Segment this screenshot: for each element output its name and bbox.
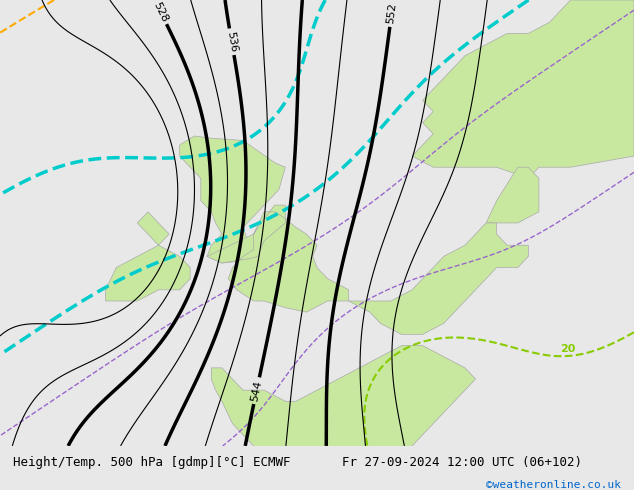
Text: 536: 536	[225, 30, 238, 53]
Text: 544: 544	[250, 379, 264, 402]
Polygon shape	[116, 468, 169, 490]
Text: ©weatheronline.co.uk: ©weatheronline.co.uk	[486, 480, 621, 490]
Polygon shape	[207, 205, 349, 312]
Text: Height/Temp. 500 hPa [gdmp][°C] ECMWF: Height/Temp. 500 hPa [gdmp][°C] ECMWF	[13, 456, 290, 469]
Text: 528: 528	[152, 0, 170, 24]
Polygon shape	[179, 136, 285, 263]
Polygon shape	[486, 167, 539, 223]
Polygon shape	[412, 0, 634, 178]
Polygon shape	[349, 223, 528, 335]
Polygon shape	[106, 446, 391, 490]
Text: 20: 20	[560, 344, 576, 354]
Polygon shape	[211, 345, 476, 490]
Text: Fr 27-09-2024 12:00 UTC (06+102): Fr 27-09-2024 12:00 UTC (06+102)	[342, 456, 583, 469]
Text: 552: 552	[385, 2, 398, 25]
Polygon shape	[106, 212, 190, 301]
